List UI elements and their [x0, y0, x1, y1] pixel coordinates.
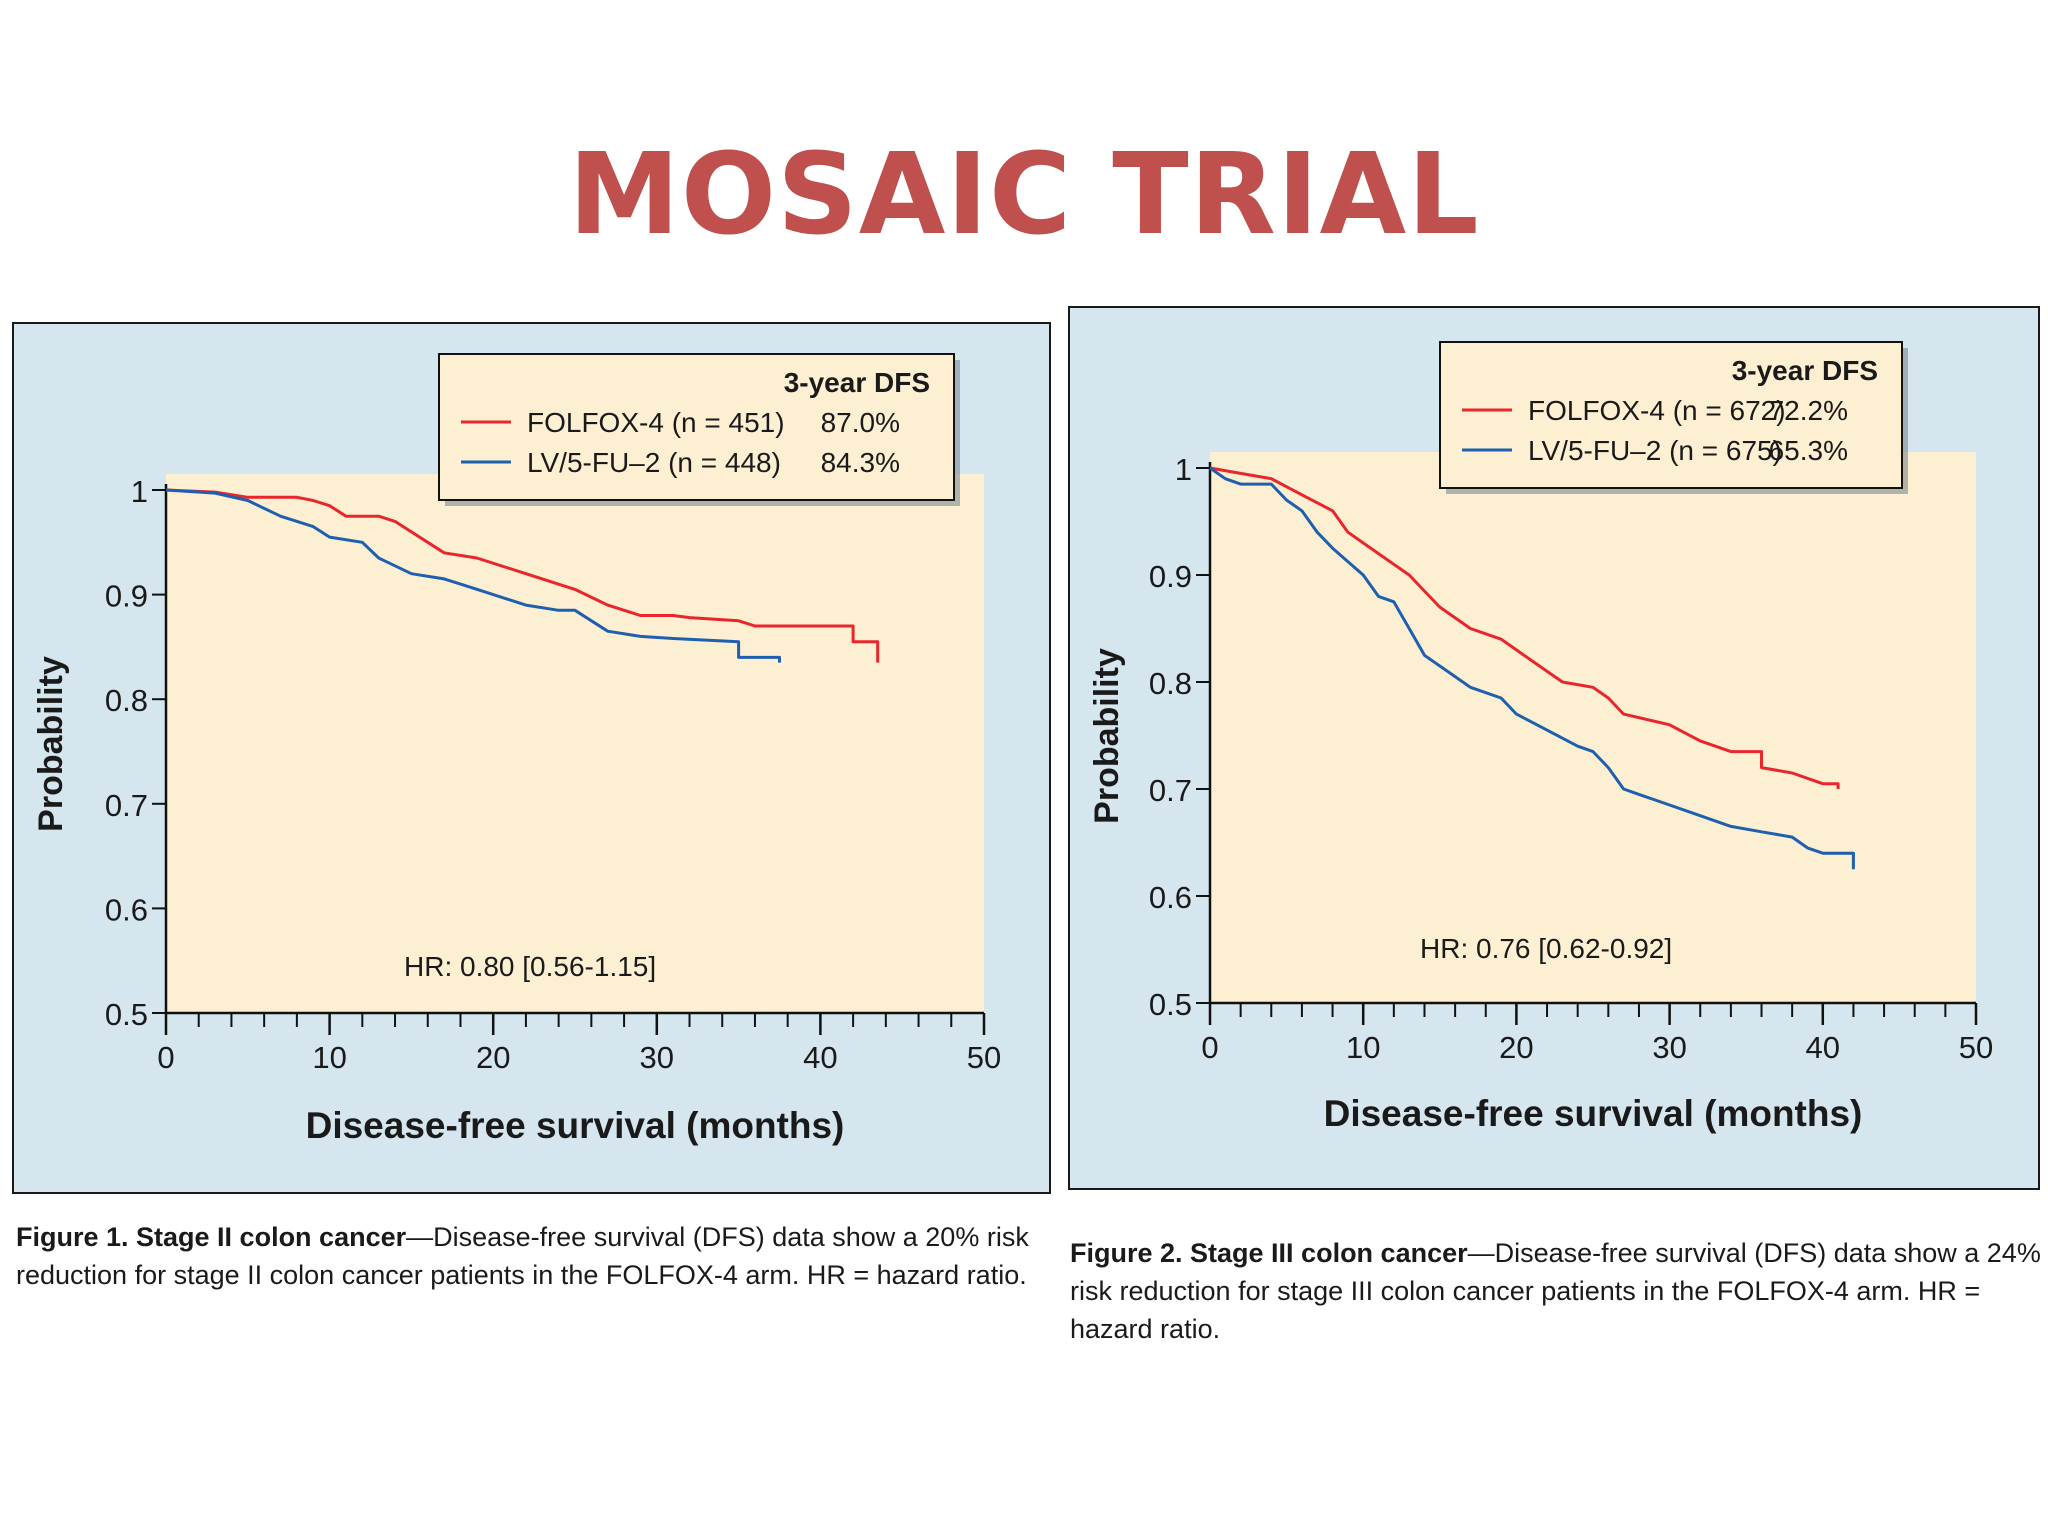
- chart-1-svg: 0.50.60.70.80.910 10 20 30 40 50Disease-free …: [32, 353, 1001, 1146]
- chart-1-plot-area: [166, 474, 984, 1013]
- chart-1-x-label: Disease-free survival (months): [306, 1105, 845, 1146]
- chart-1-ytick-label: 1: [131, 474, 148, 509]
- chart-2-svg: 0.50.60.70.80.910 10 20 30 40 50Disease-free …: [1088, 341, 1993, 1134]
- chart-2-xtick-label: 40: [1806, 1030, 1840, 1065]
- chart-1-ytick-label: 0.8: [105, 683, 148, 718]
- chart-2-xtick-label: 10: [1346, 1030, 1380, 1065]
- figure-2-caption: Figure 2. Stage III colon cancer—Disease…: [1070, 1234, 2045, 1348]
- chart-2-ytick-label: 0.7: [1149, 773, 1192, 808]
- chart-1-y-label: Probability: [32, 656, 70, 832]
- chart-2-ytick-label: 1: [1175, 452, 1192, 487]
- figure-1-chart: 0.5 0.6 0.7 0.8 0.9 1 0 10 20 30 40 50 Disease-free …: [12, 322, 1051, 1194]
- chart-2-legend-dfs: 65.3%: [1769, 435, 1848, 466]
- chart-2-hr-annotation: HR: 0.76 [0.62-0.92]: [1420, 933, 1672, 964]
- chart-1-hr-annotation: HR: 0.80 [0.56-1.15]: [404, 951, 656, 982]
- chart-2-xtick-label: 20: [1499, 1030, 1533, 1065]
- chart-2-ytick-label: 0.8: [1149, 666, 1192, 701]
- figure-2-chart: 0.5 0.6 0.7 0.8 0.9 1 0 10 20 30 40 50 Disease-free …: [1068, 306, 2040, 1190]
- chart-1-legend: [438, 353, 955, 501]
- chart-2-ytick-label: 0.9: [1149, 559, 1192, 594]
- figure-2-caption-text: —Disease-free survival (DFS) data show a…: [1070, 1238, 2041, 1344]
- chart-1-xtick-label: 30: [640, 1040, 674, 1075]
- chart-1-series-folfox4-line: [165, 488, 880, 663]
- chart-1-ytick-label: 0.5: [105, 997, 148, 1032]
- chart-2-y-label: Probability: [1088, 648, 1126, 824]
- figure-2-caption-label: Figure 2. Stage III colon cancer: [1070, 1238, 1468, 1268]
- chart-2-legend-dfs: 72.2%: [1769, 395, 1848, 426]
- chart-1-series-lv5fu2-line: [165, 488, 781, 663]
- chart-1-xtick-label: 40: [803, 1040, 837, 1075]
- chart-2-series-folfox4-line: [1209, 466, 1840, 789]
- chart-1-ytick-label: 0.9: [105, 579, 148, 614]
- chart-2-ytick-label: 0.6: [1149, 880, 1192, 915]
- chart-2-xtick-label: 30: [1652, 1030, 1686, 1065]
- chart-1-legend-label: LV/5-FU–2 (n = 448): [527, 447, 781, 478]
- chart-2-series-lv5fu2-line: [1209, 466, 1855, 870]
- chart-2-plot-area: [1210, 452, 1976, 1003]
- chart-2-xtick-label: 50: [1959, 1030, 1993, 1065]
- chart-1-legend-header: 3-year DFS: [784, 367, 930, 398]
- chart-2-xtick-label: 0: [1201, 1030, 1218, 1065]
- chart-1-legend-label: FOLFOX-4 (n = 451): [527, 407, 785, 438]
- chart-1-legend-dfs: 87.0%: [821, 407, 900, 438]
- figure-1-caption-text: —Disease-free survival (DFS) data show a…: [16, 1222, 1029, 1290]
- chart-2-legend-label: FOLFOX-4 (n = 672): [1528, 395, 1786, 426]
- chart-2-legend-header: 3-year DFS: [1732, 355, 1878, 386]
- chart-1-ytick-label: 0.7: [105, 788, 148, 823]
- chart-1-ytick-label: 0.6: [105, 892, 148, 927]
- chart-2-x-label: Disease-free survival (months): [1324, 1093, 1863, 1134]
- chart-2-ytick-label: 0.5: [1149, 987, 1192, 1022]
- page-title: MOSAIC TRIAL: [568, 130, 1480, 260]
- chart-1-legend-dfs: 84.3%: [821, 447, 900, 478]
- chart-2-legend-label: LV/5-FU–2 (n = 675): [1528, 435, 1782, 466]
- figure-1-caption-label: Figure 1. Stage II colon cancer: [16, 1222, 407, 1252]
- chart-1-xtick-label: 20: [476, 1040, 510, 1075]
- chart-2-legend: [1439, 341, 1903, 489]
- chart-1-xtick-label: 50: [967, 1040, 1001, 1075]
- figure-1-caption: Figure 1. Stage II colon cancer—Disease-…: [16, 1218, 1046, 1294]
- chart-1-xtick-label: 0: [157, 1040, 174, 1075]
- chart-1-xtick-label: 10: [312, 1040, 346, 1075]
